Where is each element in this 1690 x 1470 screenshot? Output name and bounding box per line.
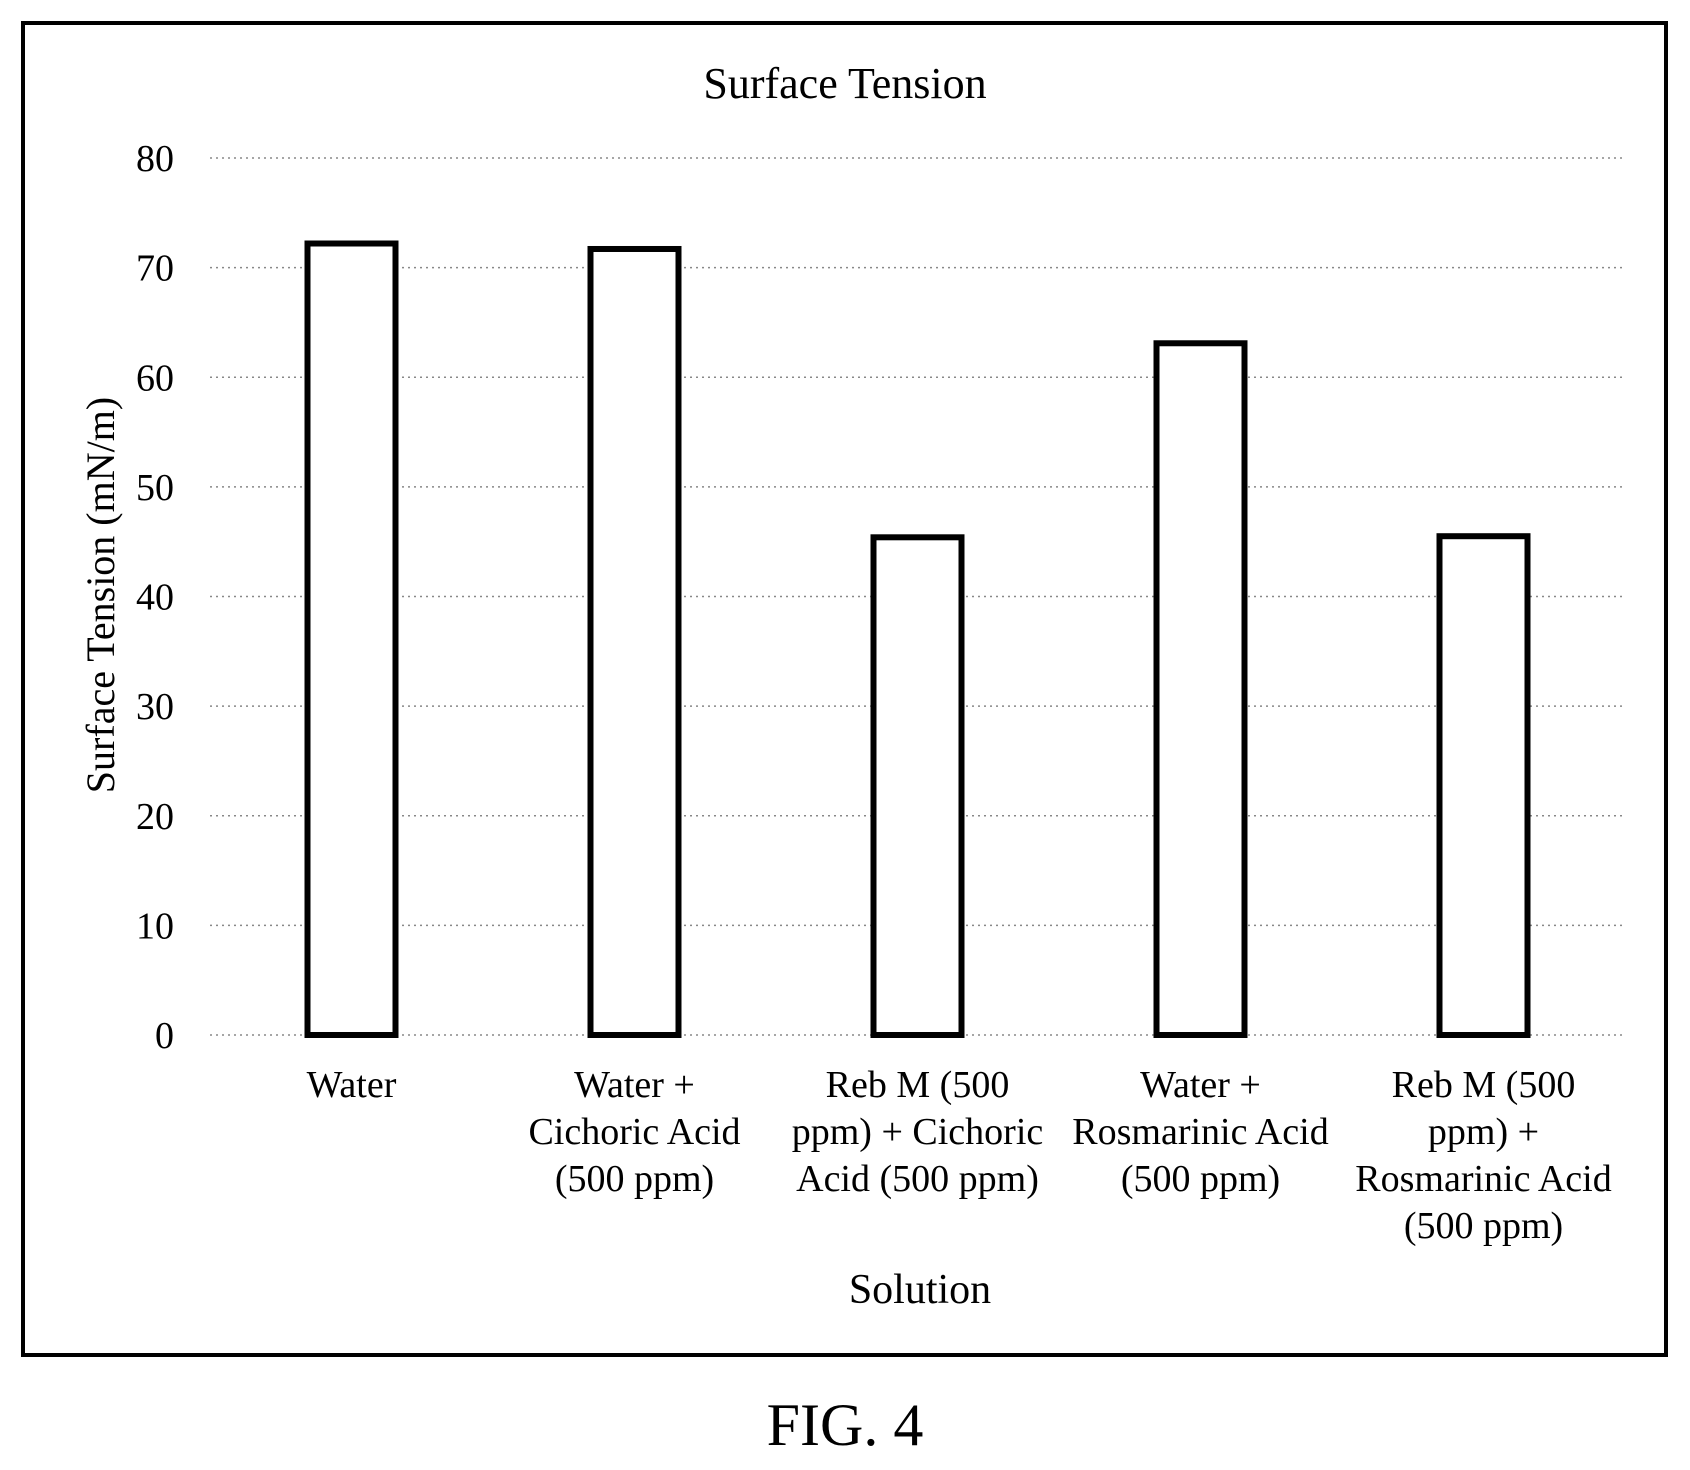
- y-tick-label-20: 20: [136, 796, 174, 838]
- x-tick-label-1: Water: [307, 1064, 397, 1106]
- y-tick-label-80: 80: [136, 138, 174, 180]
- figure-frame: [21, 21, 1668, 1357]
- bar-1: [304, 240, 399, 1038]
- x-tick-label-5: Reb M (500 ppm) + Rosmarinic Acid (500 ppm): [1355, 1064, 1611, 1247]
- y-axis-label: Surface Tension (mN/m): [78, 397, 123, 793]
- chart-title: Surface Tension: [703, 59, 986, 108]
- x-tick-label-2: Water + Cichoric Acid (500 ppm): [528, 1064, 740, 1200]
- bar-2: [587, 245, 682, 1038]
- bar-chart: Surface Tension 0 10 20 30 40 50 60 70 80 Surface …: [78, 59, 1625, 1313]
- bar-5: [1436, 533, 1531, 1038]
- y-tick-label-50: 50: [136, 467, 174, 509]
- x-axis-label: Solution: [849, 1267, 991, 1313]
- x-tick-label-3: Reb M (500 ppm) + Cichoric Acid (500 ppm): [792, 1064, 1044, 1200]
- y-tick-label-70: 70: [136, 248, 174, 290]
- bar-4: [1153, 340, 1248, 1038]
- y-tick-label-10: 10: [136, 905, 174, 947]
- y-tick-label-0: 0: [155, 1015, 174, 1057]
- figure-caption: FIG. 4: [766, 1392, 924, 1458]
- y-tick-label-40: 40: [136, 577, 174, 619]
- y-tick-label-30: 30: [136, 686, 174, 728]
- y-tick-label-60: 60: [136, 357, 174, 399]
- x-tick-label-4: Water + Rosmarinic Acid (500 ppm): [1072, 1064, 1328, 1200]
- bar-3: [870, 534, 965, 1038]
